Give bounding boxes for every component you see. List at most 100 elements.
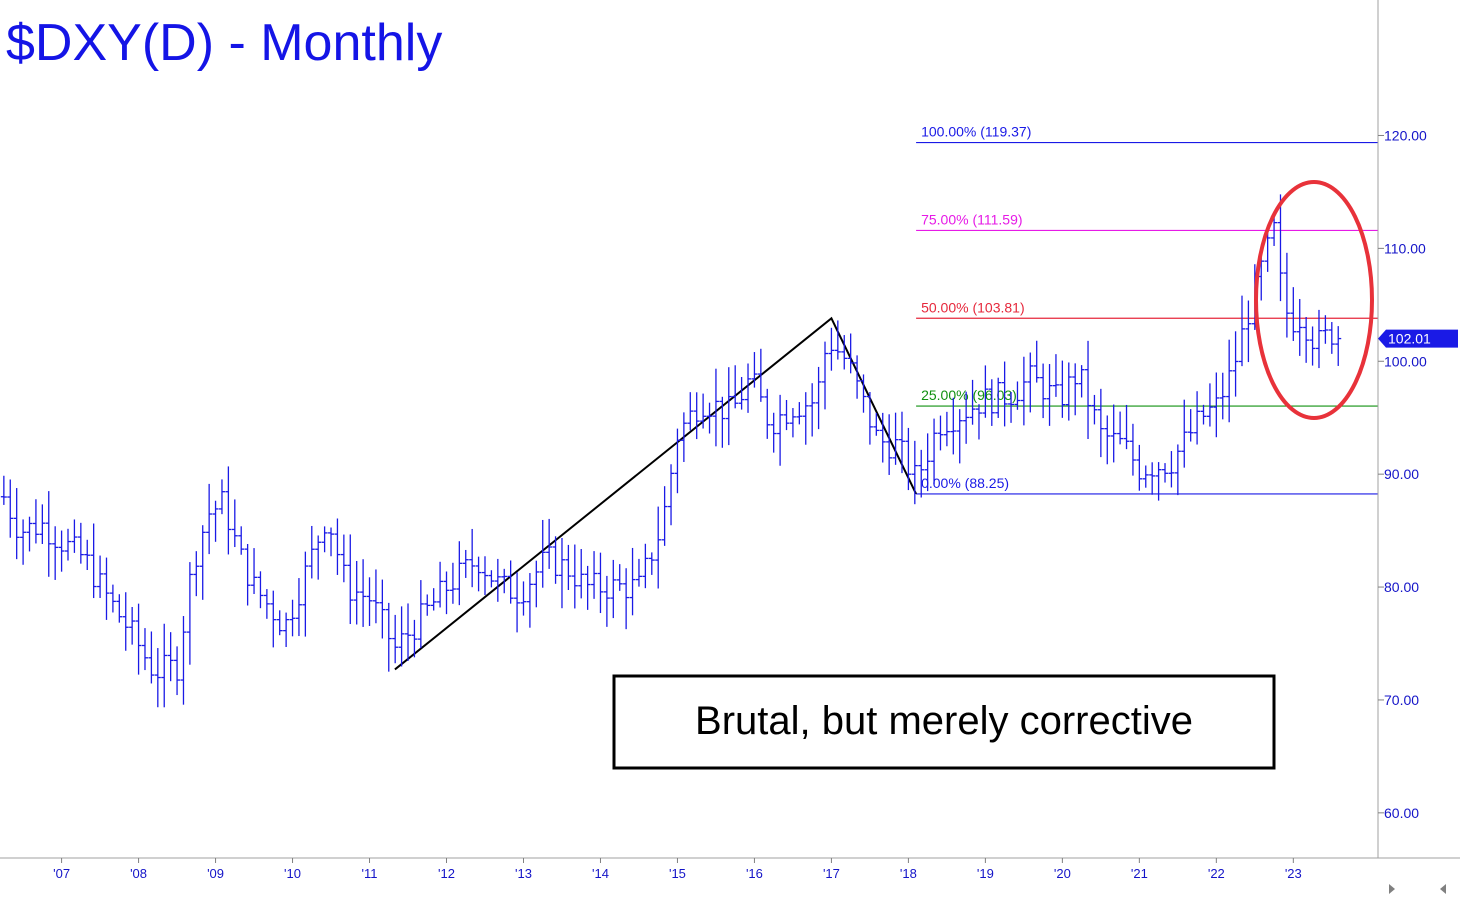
ohlc-bar: [693, 392, 700, 440]
ohlc-bar: [629, 547, 636, 616]
ohlc-bar: [1162, 463, 1169, 483]
ohlc-bar: [584, 565, 591, 610]
ohlc-bar: [1001, 361, 1008, 427]
ohlc-bar: [1168, 451, 1175, 488]
ohlc-bar: [635, 558, 642, 587]
ohlc-bar: [1174, 444, 1181, 496]
ohlc-bar: [1123, 404, 1130, 450]
scroll-arrows[interactable]: [1389, 884, 1446, 894]
ohlc-bar: [732, 365, 739, 409]
ohlc-bar: [943, 411, 950, 447]
ohlc-bar: [815, 366, 822, 430]
fib-layer: 100.00% (119.37) 75.00% (111.59) 50.00% (1…: [916, 124, 1378, 495]
x-tick-label: '09: [207, 866, 224, 881]
annotation-box: [612, 674, 1276, 770]
ohlc-bar: [969, 379, 976, 425]
ohlc-bar: [751, 352, 758, 388]
price-bars: [0, 194, 1342, 708]
ohlc-bar: [975, 404, 982, 440]
ohlc-bar: [1149, 462, 1156, 495]
ohlc-bar: [148, 631, 155, 684]
ohlc-bar: [988, 379, 995, 426]
ohlc-bar: [1033, 340, 1040, 383]
ohlc-bar: [706, 402, 713, 434]
y-tick-label: 120.00: [1384, 127, 1427, 143]
last-value-label: 102.01: [1388, 331, 1431, 347]
ohlc-bar: [1219, 372, 1226, 420]
ohlc-bar: [65, 528, 72, 561]
ohlc-bar: [886, 414, 893, 475]
scroll-right-icon[interactable]: [1440, 884, 1446, 894]
x-tick-label: '23: [1285, 866, 1302, 881]
ohlc-bar: [674, 428, 681, 494]
ohlc-bar: [1315, 309, 1322, 369]
ohlc-bar: [591, 551, 598, 599]
x-tick-label: '18: [900, 866, 917, 881]
ohlc-bar: [578, 549, 585, 599]
ohlc-bar: [360, 559, 367, 627]
ohlc-bar: [1194, 391, 1201, 445]
y-tick-label: 110.00: [1384, 240, 1426, 256]
ohlc-bar: [340, 534, 347, 583]
ohlc-bar: [1309, 326, 1316, 366]
ohlc-bar: [289, 599, 296, 637]
ohlc-bar: [597, 552, 604, 614]
ohlc-bar: [334, 518, 341, 575]
ohlc-bar: [462, 549, 469, 578]
ohlc-bar: [770, 412, 777, 453]
ohlc-bar: [1097, 388, 1104, 458]
ohlc-bar: [129, 606, 136, 645]
ohlc-bar: [1226, 339, 1233, 423]
ohlc-bar: [45, 491, 52, 577]
ohlc-bar: [443, 571, 450, 615]
ohlc-bar: [860, 374, 867, 413]
ohlc-bar: [924, 433, 931, 492]
ohlc-bar: [898, 411, 905, 474]
ohlc-bar: [507, 560, 514, 604]
y-tick-label: 80.00: [1384, 579, 1419, 595]
ohlc-bar: [1052, 354, 1059, 397]
x-tick-label: '17: [823, 866, 840, 881]
ohlc-bar: [789, 408, 796, 438]
ohlc-bar: [1027, 352, 1034, 413]
ohlc-bar: [533, 560, 540, 608]
ohlc-bar: [1232, 331, 1239, 397]
x-tick-label: '20: [1054, 866, 1071, 881]
ohlc-bar: [1213, 372, 1220, 438]
ohlc-bar: [7, 479, 14, 538]
highlight-ellipse: [1254, 180, 1374, 420]
ohlc-bar: [488, 570, 495, 588]
ohlc-bar: [1238, 295, 1245, 367]
ohlc-bar: [834, 320, 841, 360]
ohlc-bar: [26, 516, 33, 552]
ohlc-bar: [937, 415, 944, 451]
ohlc-bar: [199, 525, 206, 600]
ohlc-bar: [276, 610, 283, 636]
ohlc-bar: [1335, 326, 1342, 366]
ohlc-bar: [263, 589, 270, 619]
ohlc-bar: [610, 559, 617, 619]
fib-level-label: 100.00% (119.37): [921, 124, 1031, 140]
ohlc-bar: [1072, 363, 1079, 416]
ohlc-bar: [571, 544, 578, 609]
ohlc-bar: [251, 548, 258, 595]
ohlc-bar: [347, 534, 354, 625]
swing-layer: [394, 316, 918, 671]
ohlc-bar: [1181, 399, 1188, 468]
ohlc-bar: [911, 440, 918, 505]
ohlc-bar: [1245, 300, 1252, 363]
ohlc-bar: [822, 341, 829, 410]
ohlc-bar: [1104, 415, 1111, 465]
scroll-left-icon[interactable]: [1389, 884, 1395, 894]
ohlc-bar: [405, 603, 412, 661]
ohlc-bar: [1014, 381, 1021, 410]
ohlc-bar: [719, 396, 726, 448]
ohlc-bar: [206, 483, 213, 555]
ohlc-bar: [616, 564, 623, 591]
ohlc-bar: [39, 504, 46, 544]
ohlc-bar: [321, 526, 328, 553]
ohlc-bar: [995, 377, 1002, 418]
ohlc-bar: [469, 528, 476, 588]
y-axis-ticks: 60.00 70.00 80.00 90.00 100.00 110.00 120.00: [1378, 127, 1427, 821]
ohlc-bar: [366, 577, 373, 626]
